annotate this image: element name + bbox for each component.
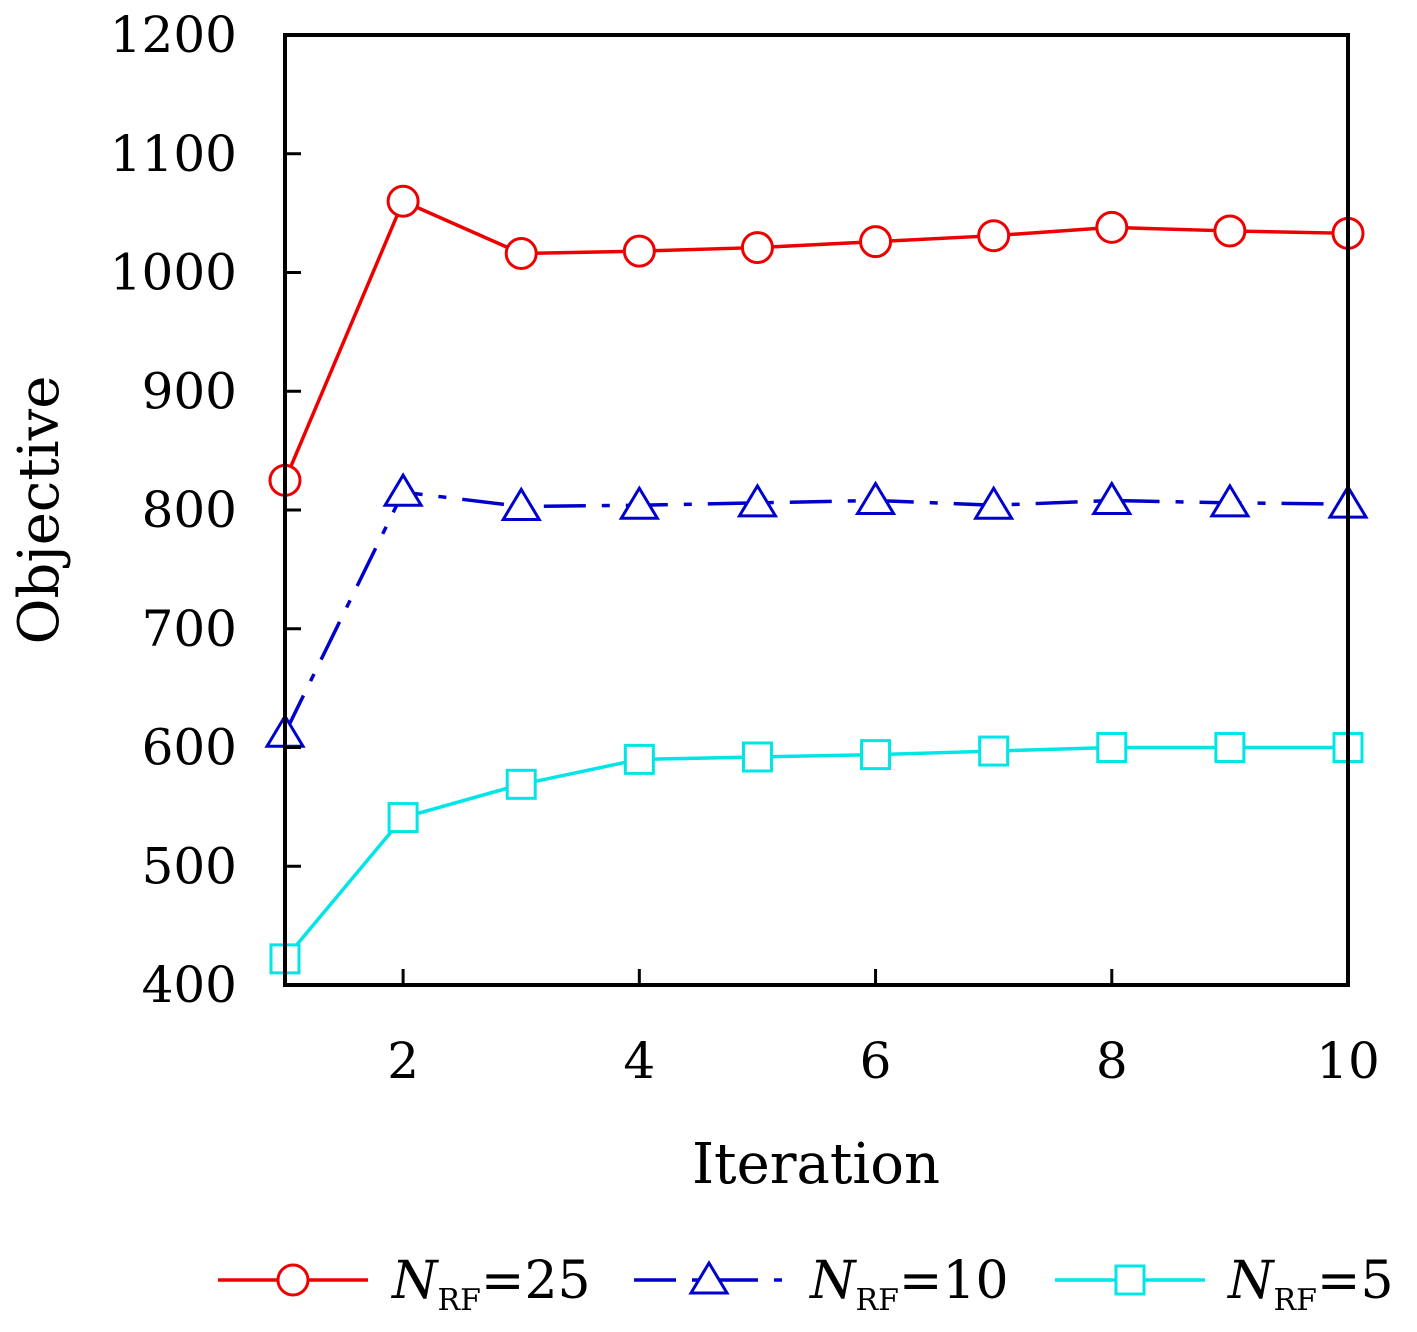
data-point (1091, 480, 1133, 515)
data-point (622, 234, 656, 268)
legend-label-subscript: RF (1274, 1283, 1317, 1318)
data-point (1213, 214, 1247, 248)
y-tick-label: 1200 (110, 6, 237, 64)
x-tick-label: 10 (1316, 1032, 1380, 1090)
legend-label-base: N (1226, 1251, 1275, 1311)
data-point (740, 231, 774, 265)
legend: NRF=25 NRF=10 NRF=5 (218, 1251, 1394, 1318)
data-point (977, 219, 1011, 253)
x-axis-label: Iteration (692, 1132, 940, 1197)
ticks-layer: 400 500 600 700 800 900 1000 1100 1200 2 4 6 8 10 (110, 6, 1380, 1090)
legend-label-value: =25 (481, 1251, 591, 1311)
series-line (283, 199, 1349, 481)
y-tick-label: 900 (142, 362, 237, 420)
data-point (500, 486, 542, 521)
y-tick-label: 800 (142, 481, 237, 539)
data-point (382, 472, 424, 507)
legend-label: NRF=25 (390, 1251, 591, 1318)
series-line (283, 745, 1348, 960)
legend-label-subscript: RF (438, 1283, 481, 1318)
plot-frame (283, 33, 1350, 987)
data-point (386, 184, 420, 218)
y-axis-label: Objective (7, 376, 72, 645)
series-layer (264, 184, 1369, 975)
data-point (1209, 482, 1251, 518)
x-tick-label: 6 (860, 1032, 892, 1090)
legend-label-base: N (808, 1251, 857, 1311)
legend-marker (688, 1260, 730, 1295)
data-point (736, 482, 779, 518)
legend-marker (1114, 1264, 1146, 1296)
y-tick-label: 700 (142, 600, 237, 658)
data-point (504, 237, 538, 270)
data-point (623, 743, 655, 775)
y-tick-label: 400 (142, 956, 237, 1014)
data-point (978, 735, 1010, 767)
legend-marker (276, 1263, 310, 1297)
data-point (973, 485, 1015, 520)
data-point (860, 739, 892, 771)
y-tick-label: 1100 (110, 125, 237, 183)
y-tick-label: 600 (142, 719, 237, 777)
series-1 (268, 184, 1365, 497)
y-tick-label: 500 (142, 837, 237, 895)
legend-item-1: NRF=25 (218, 1251, 591, 1318)
data-point (1095, 210, 1129, 244)
series-2 (264, 472, 1369, 748)
data-point (741, 741, 773, 773)
legend-item-3: NRF=5 (1055, 1251, 1394, 1318)
x-tick-label: 4 (623, 1032, 655, 1090)
data-point (387, 802, 419, 834)
data-point (854, 480, 897, 515)
y-tick-label: 1000 (110, 244, 237, 302)
series-line (283, 490, 1349, 735)
legend-label-value: =10 (899, 1251, 1009, 1311)
data-point (618, 485, 660, 520)
legend-item-2: NRF=10 (634, 1251, 1009, 1318)
x-tick-label: 2 (387, 1032, 419, 1090)
legend-label: NRF=5 (1226, 1251, 1394, 1318)
data-point (505, 768, 537, 800)
x-tick-label: 8 (1096, 1032, 1128, 1090)
data-point (1096, 732, 1128, 763)
legend-label: NRF=10 (808, 1251, 1009, 1318)
legend-label-subscript: RF (856, 1283, 899, 1318)
data-point (859, 225, 893, 259)
data-point (1214, 732, 1246, 763)
series-3 (269, 732, 1364, 975)
legend-label-value: =5 (1317, 1251, 1394, 1311)
legend-label-base: N (390, 1251, 439, 1311)
